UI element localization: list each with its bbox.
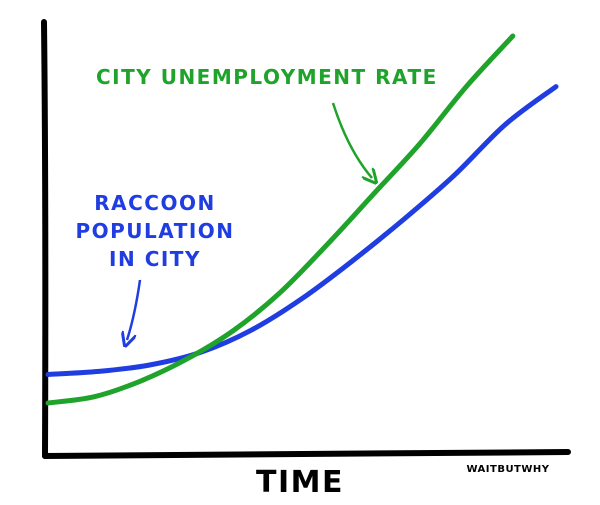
y-axis [41,19,49,459]
arrow-unemployment-label [331,102,372,178]
series-label-raccoon-line-2: POPULATION [75,219,234,243]
series-line-raccoon-population [45,84,559,377]
series-label-raccoon-line-3: IN CITY [109,247,201,271]
series-label-raccoon-line-1: RACCOON [94,191,215,215]
arrow-raccoon-label [127,279,142,340]
x-axis [42,449,571,459]
series-label-unemployment: CITY UNEMPLOYMENT RATE [96,65,438,89]
credit-text: WAITBUTWHY [466,464,549,475]
x-axis-label: TIME [256,465,344,500]
series-line-unemployment-rate [45,33,516,406]
